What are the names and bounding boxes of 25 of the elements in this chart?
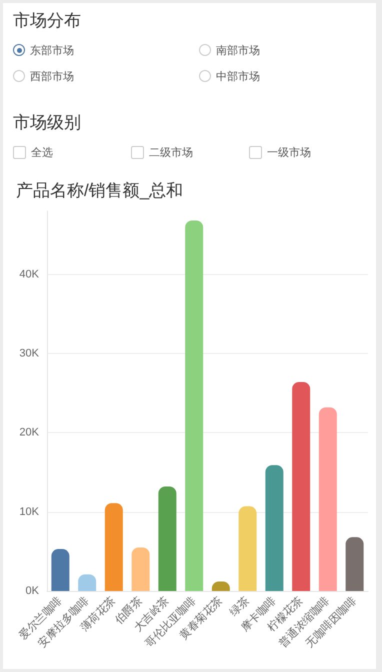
text: 东部市场 — [30, 42, 74, 58]
y-tick-label: 40K — [19, 268, 40, 280]
y-tick-label: 10K — [19, 506, 40, 518]
text: 中部市场 — [216, 68, 260, 84]
text: 南部市场 — [216, 42, 260, 58]
bar — [185, 220, 204, 591]
bar — [346, 537, 364, 591]
bar — [51, 549, 70, 591]
bar — [265, 465, 284, 591]
bar — [158, 486, 176, 591]
chart-title: 产品名称/销售额_总和 — [16, 181, 184, 200]
text: 市场分布 — [13, 10, 82, 31]
bar — [292, 382, 310, 591]
text: 一级市场 — [267, 144, 311, 160]
bar — [318, 407, 337, 591]
y-tick-label: 0K — [26, 585, 40, 597]
bar — [132, 547, 150, 591]
text: 二级市场 — [149, 144, 193, 160]
y-tick-label: 30K — [19, 348, 40, 360]
bar — [104, 503, 123, 591]
text: 全选 — [31, 144, 53, 160]
bar — [238, 506, 257, 591]
y-tick-label: 20K — [19, 426, 40, 439]
text: 市场级别 — [13, 112, 82, 133]
text: 西部市场 — [30, 68, 74, 84]
